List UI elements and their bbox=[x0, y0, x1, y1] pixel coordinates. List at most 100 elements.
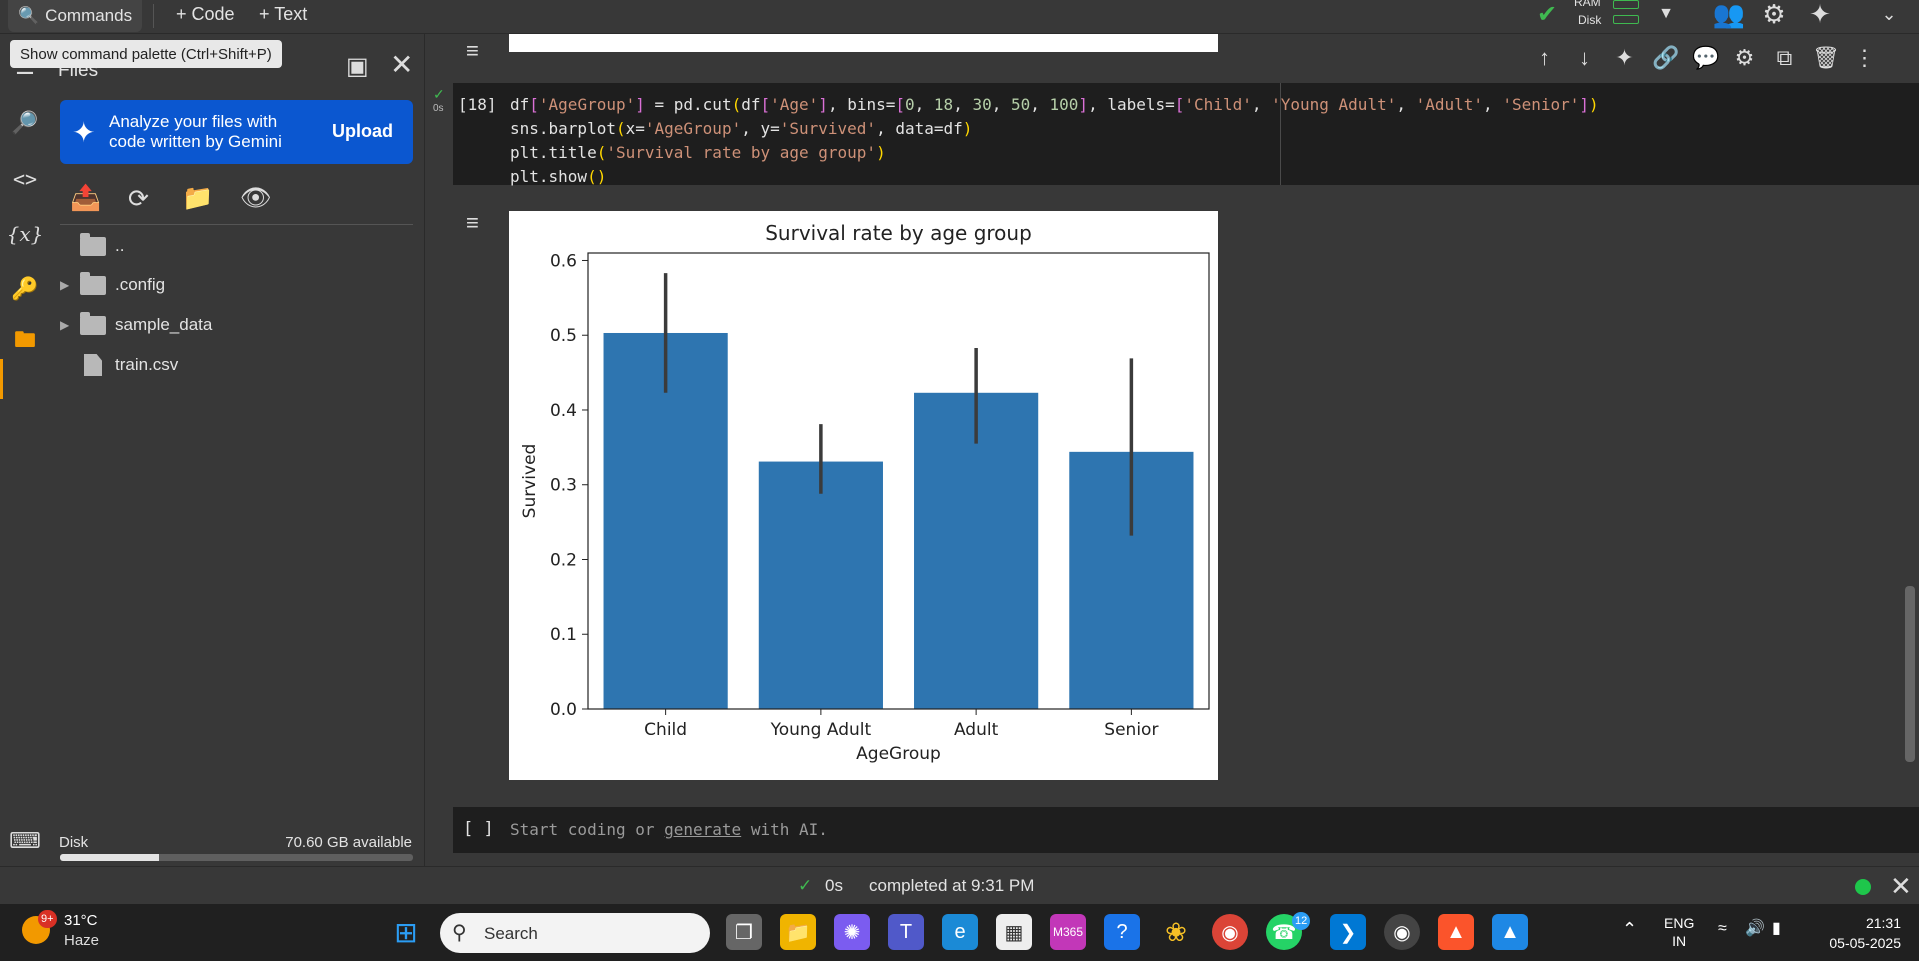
cell-settings-gear-icon[interactable]: ⚙ bbox=[1734, 45, 1755, 70]
windows-taskbar: 9+ 31°C Haze ⊞ ⚲ Search ❐ 📁 ✺ T e ▦ M365… bbox=[0, 904, 1919, 961]
show-hidden-eye-icon[interactable]: 👁 bbox=[240, 184, 272, 212]
help-icon[interactable]: ? bbox=[1104, 914, 1140, 950]
gemini-sparkle-icon[interactable]: ✦ bbox=[1809, 0, 1831, 29]
status-bar: ✓ 0s completed at 9:31 PM ✕ bbox=[0, 866, 1919, 904]
x-axis-label: AgeGroup bbox=[856, 744, 941, 764]
weather-temperature[interactable]: 31°C bbox=[64, 912, 98, 929]
share-people-icon[interactable]: 👥 bbox=[1712, 0, 1746, 29]
generate-link[interactable]: generate bbox=[664, 820, 742, 839]
code-line[interactable]: plt.show() bbox=[510, 167, 607, 186]
system-clock[interactable]: 21:31 05-05-2025 bbox=[1829, 913, 1901, 953]
code-editor[interactable]: df['AgeGroup'] = pd.cut(df['Age'], bins=… bbox=[510, 93, 1599, 189]
gemini-analyze-banner[interactable]: ✦ Analyze your files with code written b… bbox=[60, 100, 413, 164]
add-code-button[interactable]: + Code bbox=[176, 3, 235, 24]
code-line[interactable]: sns.barplot(x='AgeGroup', y='Survived', … bbox=[510, 119, 973, 138]
file-tree-row-parent[interactable]: .. bbox=[60, 230, 124, 262]
output-toggle-icon[interactable]: ≡ bbox=[466, 210, 479, 235]
gemini-sparkle-icon[interactable]: ✦ bbox=[1615, 45, 1634, 70]
expand-caret-icon[interactable]: ▶ bbox=[60, 278, 70, 292]
folder-icon bbox=[80, 271, 106, 295]
y-tick-label: 0.3 bbox=[550, 476, 577, 496]
code-cell[interactable] bbox=[453, 83, 1919, 185]
microsoft-365-icon[interactable]: M365 bbox=[1050, 914, 1086, 950]
weather-description[interactable]: Haze bbox=[64, 932, 100, 949]
chrome-profile-icon[interactable]: ◉ bbox=[1212, 914, 1248, 950]
mount-drive-icon[interactable]: 📁 bbox=[182, 184, 214, 212]
close-icon[interactable]: ✕ bbox=[390, 49, 414, 80]
copilot-icon[interactable]: ✺ bbox=[834, 914, 870, 950]
execution-count: [18] bbox=[458, 95, 497, 114]
status-time: 0s bbox=[825, 876, 843, 895]
show-hidden-icons-chevron-icon[interactable]: ⌃ bbox=[1622, 919, 1638, 939]
vscode-icon[interactable]: ❯ bbox=[1330, 914, 1366, 950]
y-tick-label: 0.6 bbox=[550, 251, 577, 271]
x-tick-label: Young Adult bbox=[770, 720, 872, 740]
clock-time: 21:31 bbox=[1865, 915, 1901, 931]
microsoft-store-icon[interactable]: ▦ bbox=[996, 914, 1032, 950]
more-options-icon[interactable]: ⋮ bbox=[1853, 45, 1876, 70]
refresh-icon[interactable]: ⟳ bbox=[128, 185, 149, 213]
output-toggle-icon[interactable]: ≡ bbox=[466, 38, 479, 63]
disk-usage-label: Disk bbox=[1578, 13, 1602, 27]
clock-date: 05-05-2025 bbox=[1829, 935, 1901, 951]
bar-child bbox=[603, 332, 728, 709]
code-line[interactable]: df['AgeGroup'] = pd.cut(df['Age'], bins=… bbox=[510, 95, 1599, 114]
terminal-icon[interactable]: ⌨ bbox=[9, 828, 41, 853]
task-view-icon[interactable]: ❐ bbox=[726, 914, 762, 950]
x-tick-label: Senior bbox=[1104, 720, 1158, 740]
code-line[interactable]: plt.title('Survival rate by age group') bbox=[510, 143, 886, 162]
file-tree-row-config[interactable]: ▶ .config bbox=[60, 269, 165, 301]
photos-pinwheel-icon[interactable]: ❀ bbox=[1165, 916, 1187, 947]
y-tick-label: 0.5 bbox=[550, 326, 577, 346]
scrollbar-thumb[interactable] bbox=[1905, 586, 1915, 762]
collapse-chevron-icon[interactable]: ⌄ bbox=[1881, 3, 1897, 24]
language-indicator[interactable]: ENG IN bbox=[1664, 915, 1695, 949]
find-replace-icon[interactable]: 🔎 bbox=[11, 110, 39, 135]
file-explorer-icon[interactable]: 📁 bbox=[780, 914, 816, 950]
brave-browser-icon[interactable]: ▲ bbox=[1438, 914, 1474, 950]
files-folder-icon[interactable]: 🖿 bbox=[13, 327, 36, 352]
move-down-icon[interactable]: ↓ bbox=[1579, 45, 1590, 70]
wifi-icon[interactable]: ≈ bbox=[1718, 920, 1727, 937]
taskbar-search[interactable]: ⚲ Search bbox=[440, 913, 710, 953]
open-in-tab-icon[interactable]: ▣ bbox=[346, 53, 369, 80]
upload-button[interactable]: Upload bbox=[332, 121, 393, 141]
x-tick-label: Child bbox=[644, 720, 687, 740]
edge-browser-icon[interactable]: e bbox=[942, 914, 978, 950]
y-tick-label: 0.2 bbox=[550, 550, 577, 570]
add-text-button[interactable]: + Text bbox=[259, 3, 308, 24]
folder-icon bbox=[80, 311, 106, 335]
photos-app-icon[interactable]: ▲ bbox=[1492, 914, 1528, 950]
expand-caret-icon[interactable]: ▶ bbox=[60, 318, 70, 332]
connection-status-dot bbox=[1855, 879, 1871, 895]
file-tree-row-sample-data[interactable]: ▶ sample_data bbox=[60, 309, 212, 341]
commands-button[interactable]: 🔍 Commands bbox=[8, 0, 143, 32]
gemini-banner-text: Analyze your files with code written by … bbox=[109, 112, 282, 151]
chevron-down-icon[interactable]: ▼ bbox=[1658, 5, 1674, 22]
teams-icon[interactable]: T bbox=[888, 914, 924, 950]
link-icon[interactable]: 🔗 bbox=[1652, 45, 1680, 70]
file-tree-row-train-csv[interactable]: train.csv bbox=[60, 349, 178, 381]
secrets-key-icon[interactable]: 🔑 bbox=[11, 276, 39, 301]
disk-usage-bar bbox=[60, 854, 413, 861]
volume-icon[interactable]: 🔊 bbox=[1745, 920, 1765, 937]
mirror-cell-icon[interactable]: ⧉ bbox=[1776, 45, 1793, 70]
windows-start-icon[interactable]: ⊞ bbox=[394, 916, 418, 948]
chrome-active-icon[interactable]: ◉ bbox=[1384, 914, 1420, 950]
bar-chart: Survival rate by age group Child Young Adu… bbox=[520, 221, 1210, 764]
delete-trash-icon[interactable]: 🗑 bbox=[1812, 45, 1840, 70]
status-completed[interactable]: completed at 9:31 PM bbox=[869, 876, 1035, 895]
run-success-check-icon: ✓ bbox=[433, 86, 445, 102]
code-snippets-icon[interactable]: <> bbox=[12, 167, 38, 191]
settings-gear-icon[interactable]: ⚙ bbox=[1762, 0, 1786, 29]
comment-icon[interactable]: 💬 bbox=[1692, 45, 1720, 70]
empty-code-cell[interactable]: [ ] Start coding or generate with AI. bbox=[453, 807, 1919, 853]
close-icon[interactable]: ✕ bbox=[1890, 871, 1912, 901]
upload-file-icon[interactable]: 📤 bbox=[70, 184, 102, 212]
battery-icon[interactable]: ▮ bbox=[1772, 920, 1781, 937]
move-up-icon[interactable]: ↑ bbox=[1539, 45, 1550, 70]
y-tick-label: 0.1 bbox=[550, 625, 577, 645]
bar-adult bbox=[914, 392, 1039, 709]
folder-open-icon bbox=[80, 232, 106, 256]
variables-icon[interactable]: {x} bbox=[6, 222, 44, 246]
